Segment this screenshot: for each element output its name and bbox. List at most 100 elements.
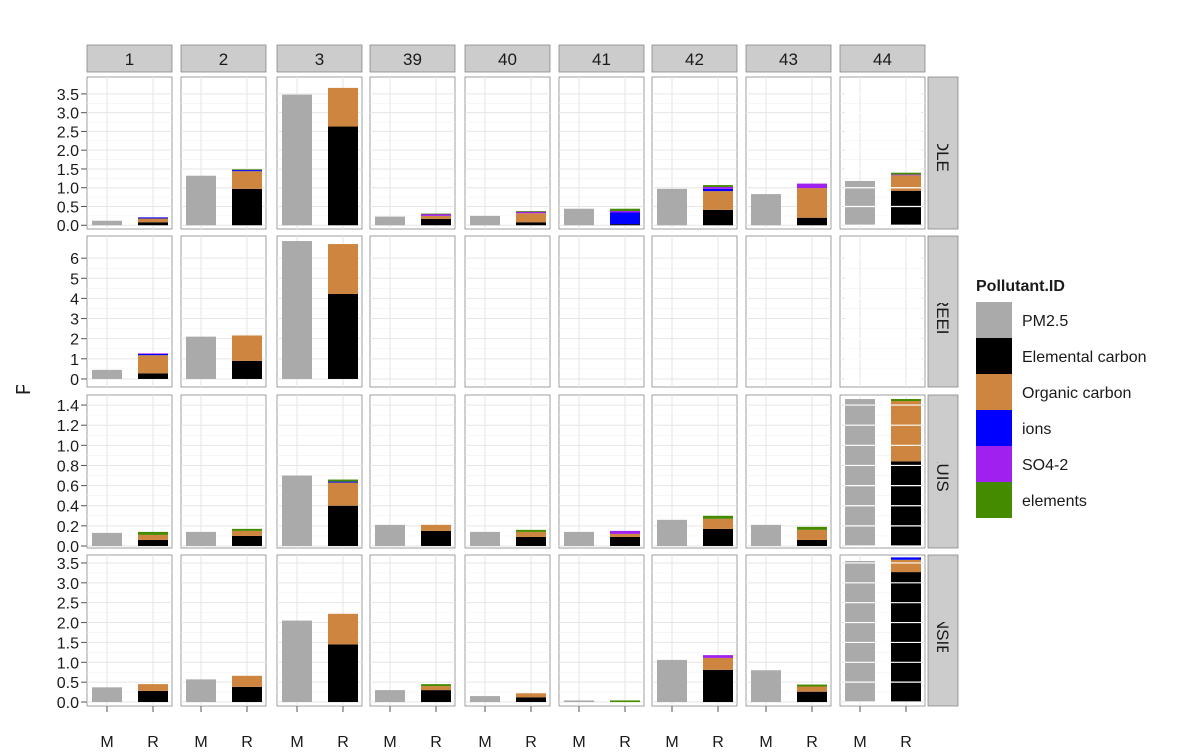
row-strip-CRUISE (927, 394, 959, 549)
row-strip-CREEP (927, 235, 959, 388)
x-tick-label: M (290, 734, 303, 751)
bar-R-organic-carbon (138, 534, 168, 540)
bar-R-elemental-carbon (421, 690, 451, 703)
x-tick-label: M (100, 734, 113, 751)
x-tick-label: R (525, 734, 537, 751)
bar-R-elements (138, 531, 168, 535)
bar-R-so4-2 (421, 213, 451, 216)
legend-label-organic-carbon: Organic carbon (1022, 385, 1131, 402)
facet-strip-label-42: 42 (685, 50, 704, 69)
bar-R-elemental-carbon (328, 293, 358, 379)
bar-M-pm25 (375, 524, 405, 546)
bar-M-pm25 (657, 188, 687, 226)
panel-CRUISE-39 (369, 394, 456, 549)
bar-R-elemental-carbon (328, 126, 358, 226)
bar-R-elements (703, 185, 733, 187)
bar-R-elements (516, 529, 546, 532)
bar-R-so4-2 (797, 183, 827, 189)
row-strip-label-TRANSIENT: TRANSIENT (933, 583, 952, 679)
bar-R-elements (610, 208, 640, 211)
bar-M-pm25 (751, 194, 781, 226)
bar-M-pm25 (845, 560, 875, 703)
y-tick-label: 1.0 (57, 438, 79, 455)
y-tick-label: 0.0 (57, 695, 79, 712)
bar-R-organic-carbon (328, 482, 358, 506)
bar-R-organic-carbon (232, 675, 262, 687)
bar-R-elemental-carbon (421, 218, 451, 226)
legend-label-so4-2: SO4-2 (1022, 457, 1068, 474)
bar-R-elemental-carbon (232, 188, 262, 226)
bar-M-pm25 (186, 679, 216, 703)
bar-M-pm25 (564, 531, 594, 546)
bar-R-elements (797, 684, 827, 687)
bar-M-pm25 (92, 532, 122, 546)
bar-R-elemental-carbon (891, 461, 921, 546)
bar-M-pm25 (564, 208, 594, 226)
y-tick-label: 1 (70, 352, 79, 369)
bar-M-pm25 (186, 175, 216, 226)
bar-R-organic-carbon (328, 87, 358, 127)
bar-M-pm25 (92, 369, 122, 379)
panel-CREEP-40 (464, 235, 551, 388)
bar-R-elemental-carbon (232, 686, 262, 703)
bar-M-pm25 (657, 519, 687, 546)
bar-M-pm25 (470, 531, 500, 546)
bar-R-organic-carbon (232, 335, 262, 361)
bar-R-organic-carbon (421, 215, 451, 219)
bar-M-pm25 (375, 216, 405, 226)
y-tick-label: 0 (70, 372, 79, 389)
bar-R-so4-2 (891, 174, 921, 176)
facet-strip-1 (86, 44, 173, 73)
panel-CREEP-42 (651, 235, 738, 388)
bar-R-elemental-carbon (610, 224, 640, 226)
facet-strip-label-39: 39 (403, 50, 422, 69)
x-tick-label: M (853, 734, 866, 751)
bar-R-so4-2 (610, 210, 640, 213)
bar-R-organic-carbon (891, 559, 921, 573)
panel-TRANSIENT-39 (369, 554, 456, 707)
bar-R-elemental-carbon (516, 697, 546, 703)
bar-M-pm25 (282, 475, 312, 546)
panel-CRUISE-2 (180, 394, 267, 549)
facet-strip-label-2: 2 (219, 50, 228, 69)
y-tick-label: 0.5 (57, 675, 79, 692)
panel-IDLE-41 (558, 76, 645, 230)
bar-R-elemental-carbon (328, 644, 358, 703)
bar-R-organic-carbon (421, 524, 451, 531)
bar-R-elements (610, 700, 640, 703)
y-tick-label: 1.5 (57, 635, 79, 652)
facet-strip-41 (558, 44, 645, 73)
bar-M-pm25 (564, 700, 594, 703)
legend-key-pm2-5 (976, 302, 1012, 338)
bar-R-ions (138, 353, 168, 356)
facet-strip-label-44: 44 (873, 50, 892, 69)
x-tick-label: R (712, 734, 724, 751)
bar-R-ions (703, 188, 733, 192)
legend-key-ions (976, 410, 1012, 446)
x-tick-label: M (572, 734, 585, 751)
y-tick-label: 0.2 (57, 519, 79, 536)
facet-strip-label-40: 40 (498, 50, 517, 69)
bar-M-pm25 (845, 180, 875, 226)
x-tick-label: R (900, 734, 912, 751)
y-tick-label: 0.4 (57, 499, 79, 516)
bar-R-organic-carbon (797, 529, 827, 540)
y-tick-label: 2.5 (57, 596, 79, 613)
x-tick-label: R (619, 734, 631, 751)
y-tick-label: 2.0 (57, 143, 79, 160)
bar-R-ions (610, 212, 640, 225)
bar-R-organic-carbon (516, 213, 546, 223)
panel-TRANSIENT-40 (464, 554, 551, 707)
row-strip-TRANSIENT (927, 554, 959, 707)
y-tick-label: 0.5 (57, 199, 79, 216)
bar-R-ions (138, 217, 168, 219)
bar-R-ions (891, 557, 921, 560)
panel-IDLE-40 (464, 76, 551, 230)
bar-R-elemental-carbon (421, 530, 451, 546)
bar-R-organic-carbon (703, 518, 733, 529)
bar-R-organic-carbon (328, 613, 358, 645)
bar-R-elemental-carbon (797, 691, 827, 703)
x-tick-label: M (478, 734, 491, 751)
bar-R-elemental-carbon (797, 539, 827, 546)
